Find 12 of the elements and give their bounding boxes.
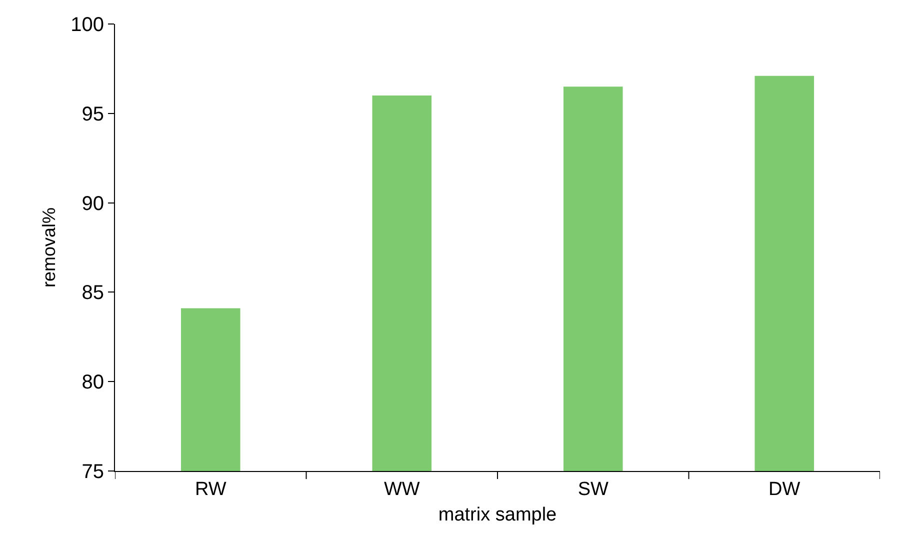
x-tick-label: DW [768,478,800,500]
y-tick-label: 75 [82,461,104,483]
y-tick-label: 90 [82,192,104,215]
x-tick-label: WW [384,478,420,500]
x-tick-label: SW [578,478,608,500]
y-tick-label: 85 [82,282,104,304]
x-axis-title: matrix sample [438,504,557,526]
y-axis-title: removal% [38,207,59,288]
y-tick-label: 80 [82,372,104,394]
y-tick-label: 100 [70,14,104,36]
x-tick-label: RW [194,478,226,500]
y-tick-label: 95 [82,103,104,126]
